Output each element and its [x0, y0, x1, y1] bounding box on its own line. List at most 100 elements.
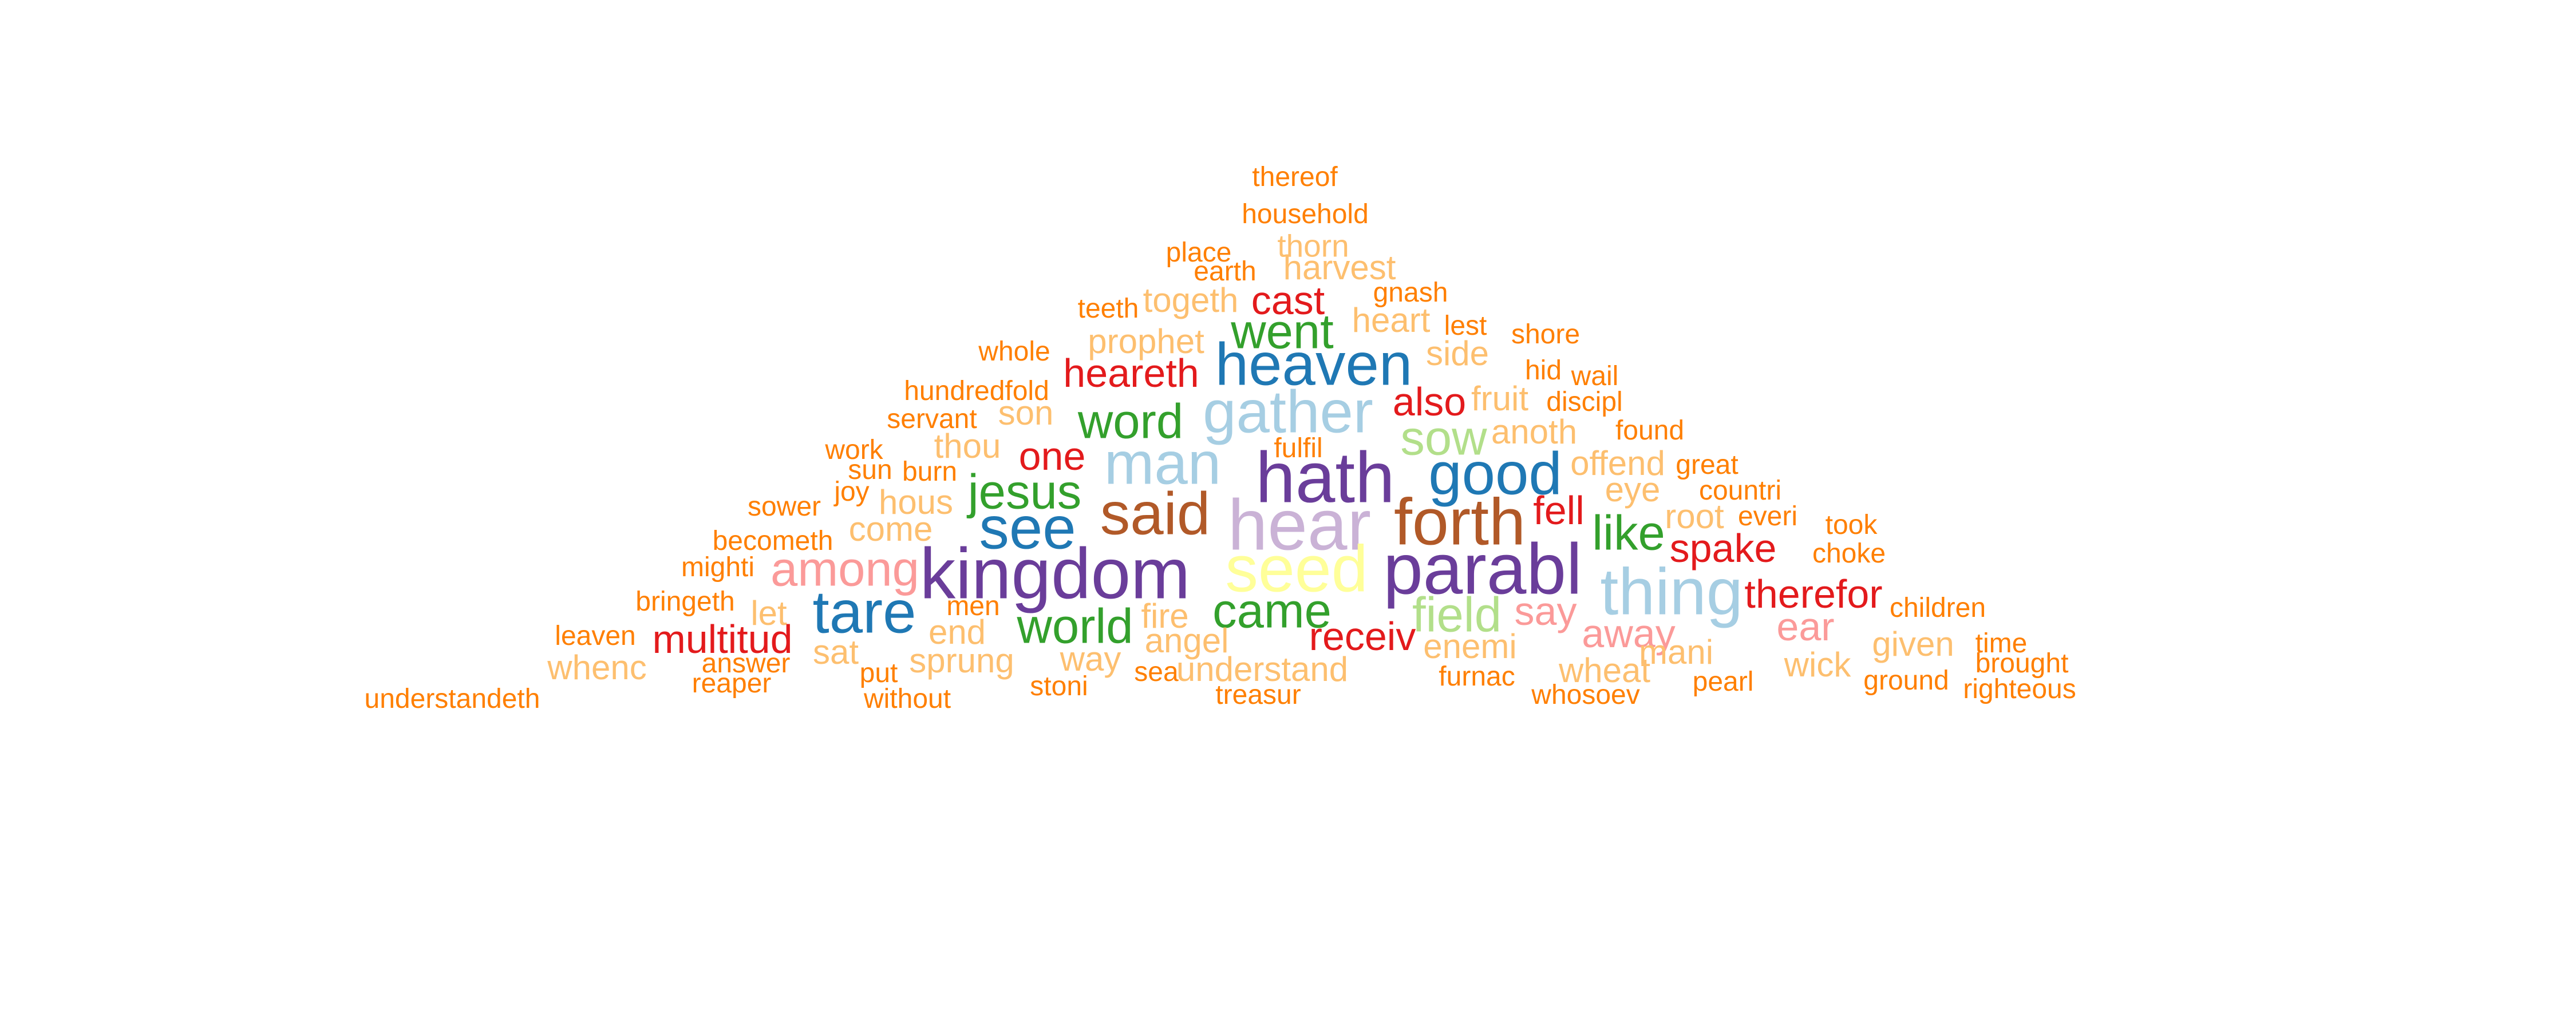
word-away: away	[1582, 611, 1676, 656]
word-let: let	[750, 594, 787, 632]
word-given: given	[1872, 625, 1954, 663]
word-word: word	[1077, 394, 1184, 449]
word-fruit: fruit	[1471, 379, 1529, 418]
word-whenc: whenc	[547, 648, 647, 687]
word-spake: spake	[1669, 526, 1777, 571]
word-harvest: harvest	[1283, 248, 1396, 287]
word-furnac: furnac	[1439, 661, 1515, 692]
word-household: household	[1242, 199, 1369, 229]
word-hear: hear	[1227, 485, 1372, 565]
word-came: came	[1212, 584, 1332, 639]
word-reaper: reaper	[692, 668, 772, 699]
word-sea: sea	[1134, 657, 1179, 687]
word-everi: everi	[1737, 501, 1798, 532]
word-eye: eye	[1605, 470, 1661, 509]
word-like: like	[1592, 506, 1665, 561]
word-world: world	[1017, 599, 1133, 654]
word-also: also	[1392, 379, 1467, 424]
word-jesus: jesus	[967, 465, 1082, 520]
word-becometh: becometh	[712, 526, 833, 556]
word-root: root	[1665, 497, 1724, 536]
word-thorn: thorn	[1277, 228, 1349, 264]
word-wail: wail	[1571, 361, 1619, 391]
word-work: work	[825, 435, 883, 465]
word-took: took	[1825, 510, 1878, 540]
word-gnash: gnash	[1373, 278, 1448, 308]
word-mani: mani	[1638, 633, 1714, 671]
word-earth: earth	[1194, 256, 1257, 287]
word-gather: gather	[1203, 378, 1373, 446]
word-forth: forth	[1393, 485, 1526, 559]
word-multitud: multitud	[652, 617, 793, 661]
word-thing: thing	[1600, 555, 1743, 629]
word-tare: tare	[812, 579, 916, 646]
word-answer: answer	[701, 648, 791, 679]
word-whosoev: whosoev	[1531, 680, 1640, 710]
word-understand: understand	[1176, 650, 1349, 688]
word-see: see	[979, 494, 1076, 562]
word-men: men	[946, 591, 1000, 621]
word-end: end	[928, 613, 986, 651]
word-hath: hath	[1255, 438, 1395, 518]
word-fell: fell	[1533, 488, 1585, 533]
word-among: among	[771, 542, 919, 597]
word-joy: joy	[834, 477, 870, 507]
word-hous: hous	[878, 483, 954, 521]
word-seed: seed	[1225, 532, 1368, 606]
word-wick: wick	[1784, 645, 1851, 684]
word-say: say	[1514, 589, 1577, 633]
word-sower: sower	[747, 492, 821, 522]
word-man: man	[1104, 430, 1222, 497]
word-anoth: anoth	[1491, 413, 1578, 451]
word-mighti: mighti	[681, 552, 755, 583]
word-hid: hid	[1524, 355, 1562, 386]
word-thereof: thereof	[1252, 162, 1338, 192]
word-brought: brought	[1975, 648, 2069, 679]
word-heareth: heareth	[1063, 351, 1199, 395]
word-offend: offend	[1570, 444, 1665, 482]
word-prophet: prophet	[1088, 322, 1204, 360]
word-son: son	[998, 394, 1054, 432]
word-parabl: parabl	[1383, 529, 1582, 609]
word-found: found	[1615, 415, 1685, 446]
word-went: went	[1231, 304, 1334, 359]
word-discipl: discipl	[1546, 387, 1623, 417]
word-teeth: teeth	[1077, 294, 1139, 324]
word-receiv: receiv	[1309, 614, 1416, 659]
word-one: one	[1018, 434, 1086, 478]
word-understandeth: understandeth	[364, 684, 540, 714]
word-fire: fire	[1141, 597, 1189, 635]
word-treasur: treasur	[1215, 680, 1301, 710]
word-put: put	[859, 658, 898, 688]
word-ground: ground	[1863, 665, 1949, 696]
word-lest: lest	[1444, 311, 1487, 341]
word-good: good	[1428, 440, 1562, 508]
word-shore: shore	[1511, 319, 1581, 350]
word-heart: heart	[1352, 301, 1431, 339]
word-fulfil: fulfil	[1274, 433, 1323, 464]
word-place: place	[1165, 237, 1232, 268]
word-heaven: heaven	[1215, 331, 1413, 398]
word-choke: choke	[1812, 538, 1886, 569]
word-sow: sow	[1400, 411, 1487, 466]
word-side: side	[1425, 334, 1490, 373]
word-angel: angel	[1144, 621, 1229, 660]
word-sat: sat	[812, 633, 859, 671]
word-ear: ear	[1776, 604, 1835, 649]
word-pearl: pearl	[1692, 667, 1754, 697]
word-said: said	[1100, 480, 1211, 548]
word-servant: servant	[887, 404, 977, 434]
word-kingdom: kingdom	[919, 534, 1191, 614]
word-cast: cast	[1251, 278, 1325, 323]
word-therefor: therefor	[1744, 572, 1883, 616]
word-thou: thou	[934, 427, 1001, 465]
word-way: way	[1060, 640, 1121, 678]
word-children: children	[1889, 593, 1986, 623]
word-sun: sun	[848, 455, 892, 485]
word-righteous: righteous	[1963, 674, 2076, 704]
word-time: time	[1975, 628, 2028, 659]
word-great: great	[1676, 450, 1739, 480]
word-enemi: enemi	[1423, 627, 1517, 665]
word-togeth: togeth	[1143, 281, 1239, 319]
